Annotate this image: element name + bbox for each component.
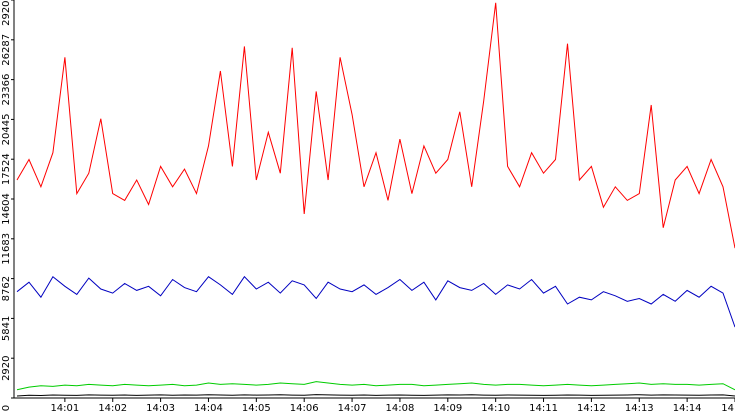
series-line	[16, 381, 735, 391]
x-tick-label: 14:10	[481, 403, 510, 414]
x-tick-label: 14:11	[529, 403, 558, 414]
x-tick-label: 14:01	[50, 403, 79, 414]
x-tick-label: 14:04	[194, 403, 223, 414]
series-line	[16, 2, 735, 249]
y-tick-label: 2920	[1, 355, 12, 380]
y-tick-label: 26287	[1, 34, 12, 66]
y-tick-label: 8762	[1, 276, 12, 301]
x-tick-label: 14:06	[290, 403, 319, 414]
x-tick-label: 14:07	[338, 403, 367, 414]
x-tick-label: 14:08	[386, 403, 415, 414]
x-tick-label: 14:02	[98, 403, 127, 414]
x-tick-label: 14:12	[577, 403, 606, 414]
x-tick-label: 14:05	[242, 403, 271, 414]
series-line	[16, 275, 735, 328]
y-tick-label: 23366	[1, 74, 12, 106]
y-tick-label: 29208	[1, 0, 12, 26]
y-tick-label: 5841	[1, 316, 12, 341]
x-tick-label: 14	[721, 403, 734, 414]
y-tick-label: 11683	[1, 233, 12, 265]
y-tick-label: 14604	[1, 193, 12, 225]
series-line	[16, 394, 735, 397]
x-tick-label: 14:09	[433, 403, 462, 414]
x-tick-label: 14:13	[625, 403, 654, 414]
y-tick-label: 0	[1, 405, 12, 411]
y-tick-label: 20445	[1, 114, 12, 146]
x-tick-label: 14:14	[673, 403, 702, 414]
x-tick-label: 14:03	[146, 403, 175, 414]
y-tick-label: 17524	[1, 153, 12, 185]
